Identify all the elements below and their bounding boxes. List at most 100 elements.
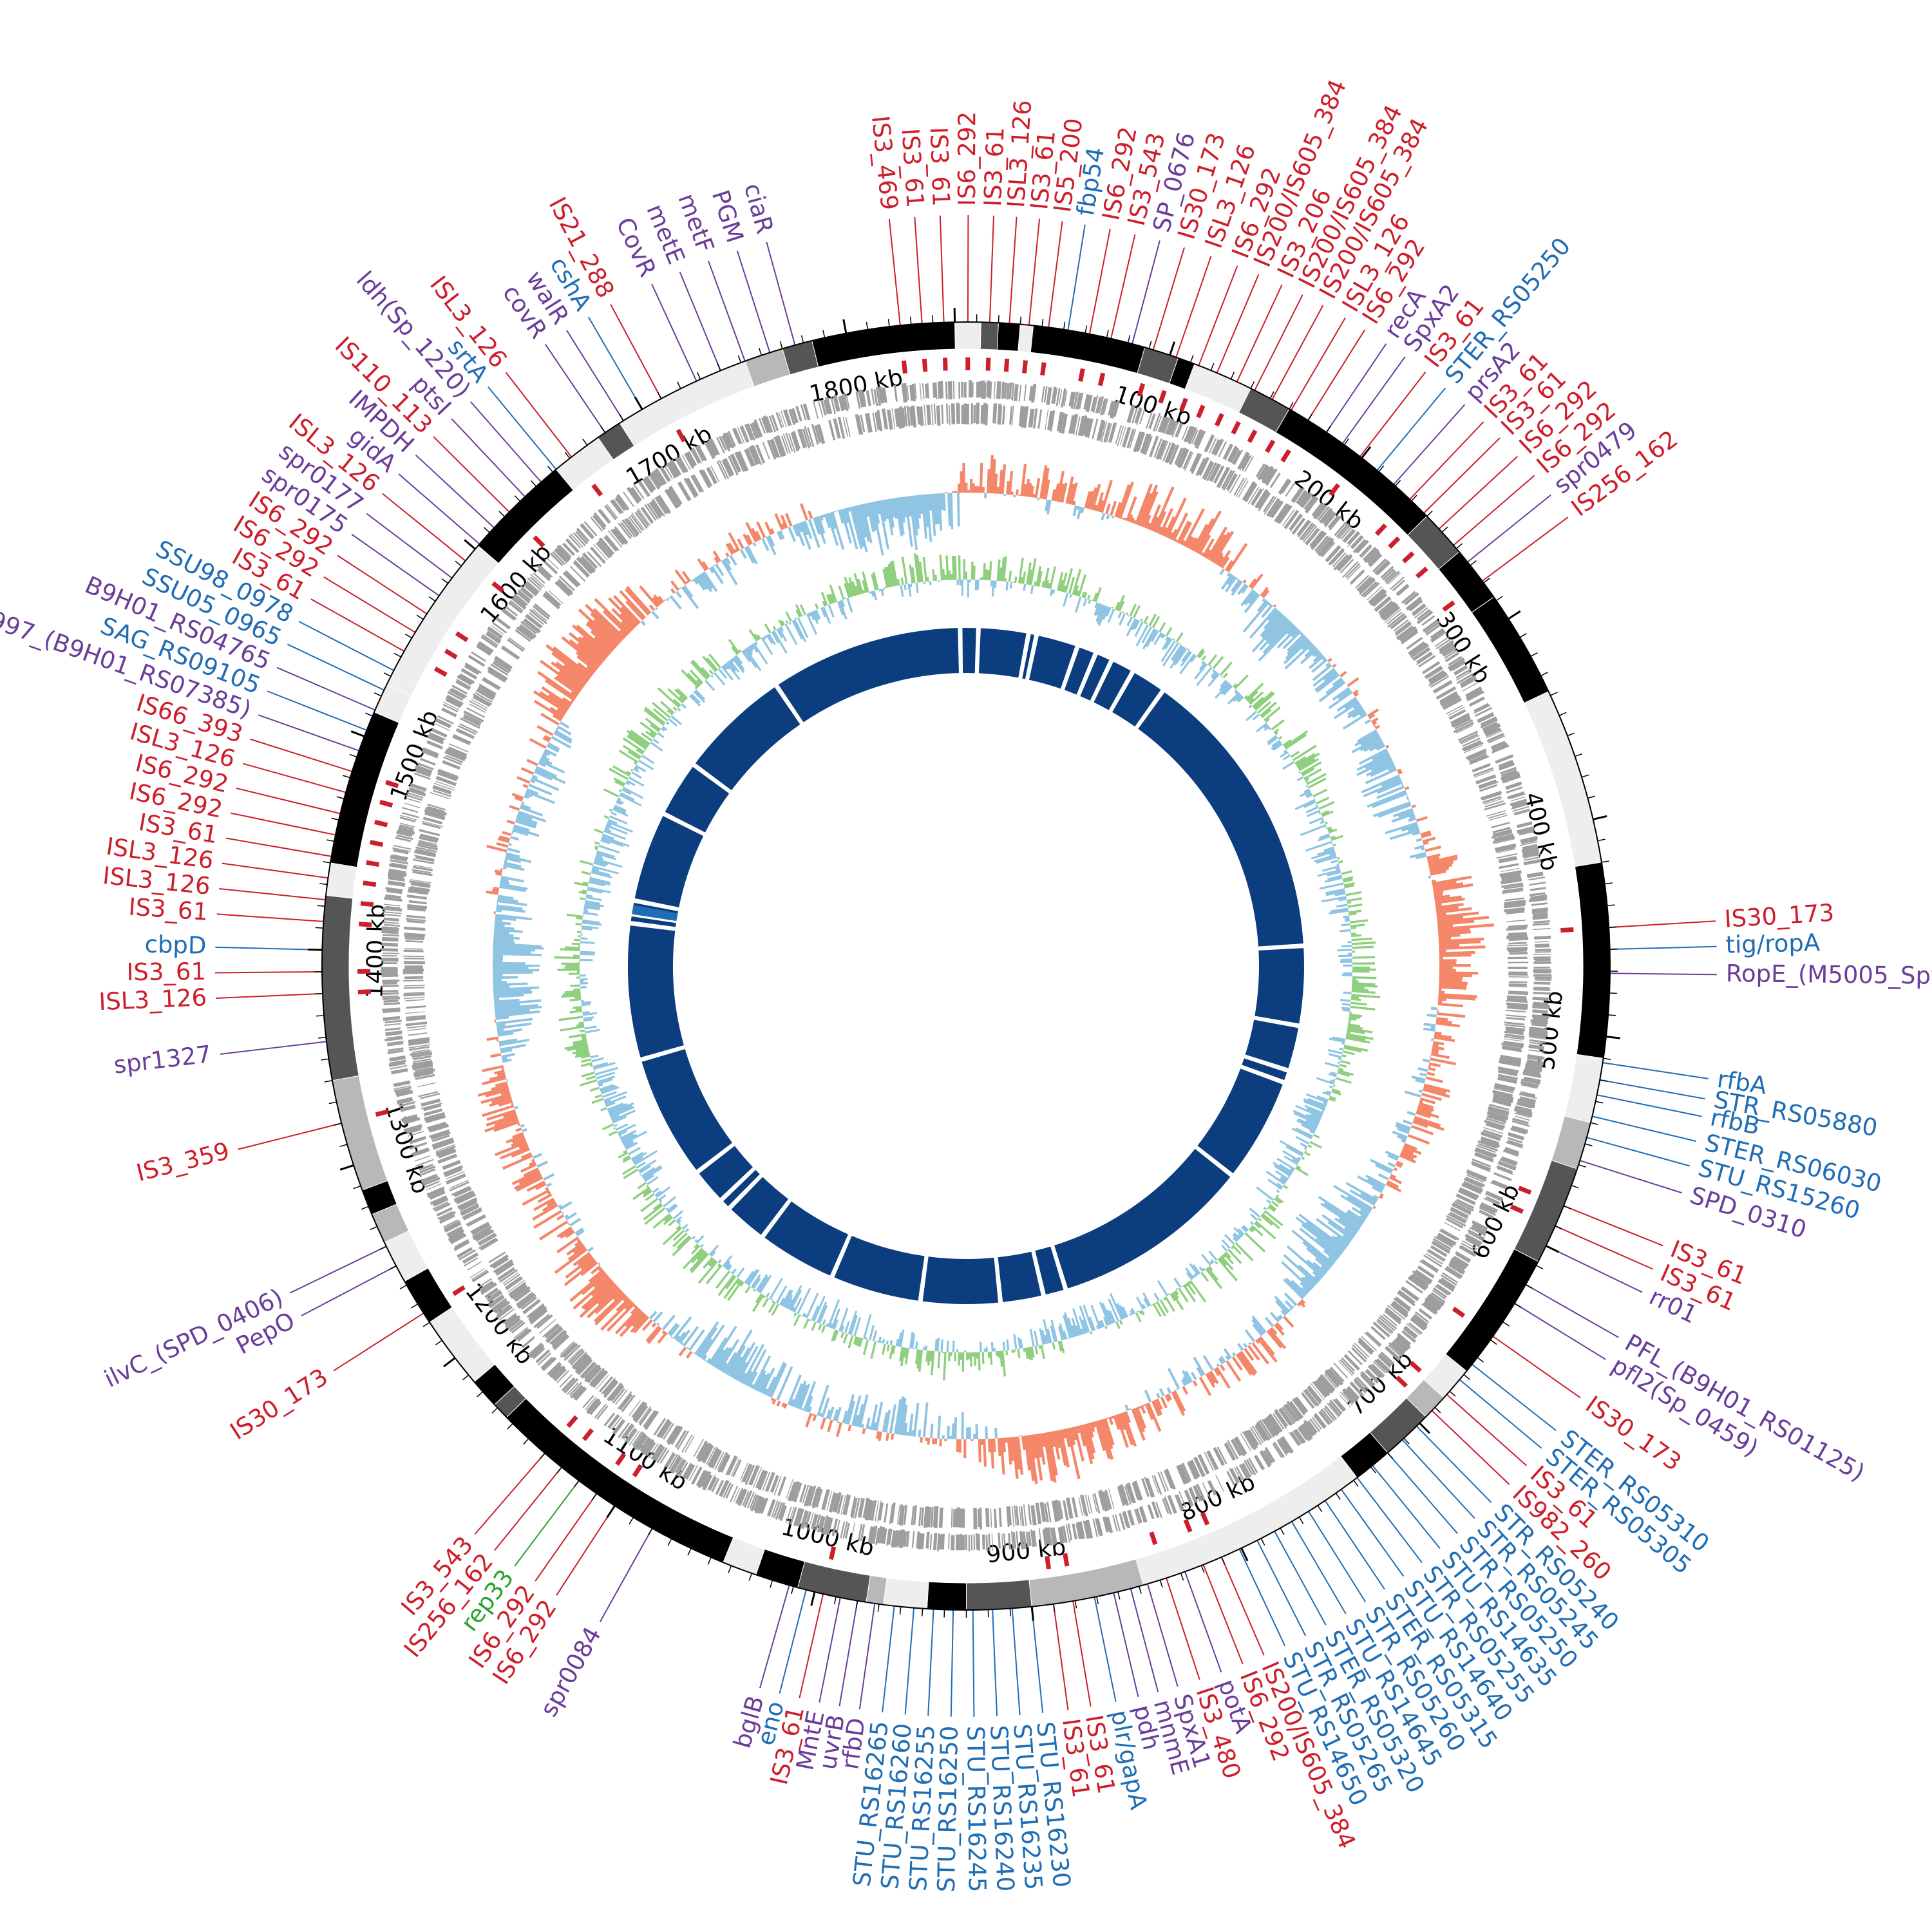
- cds-reverse: [889, 1504, 893, 1524]
- gc-content-bar: [1255, 1339, 1260, 1344]
- cds-forward: [388, 868, 406, 875]
- gc-skew-bar: [605, 1101, 616, 1108]
- cds-forward: [1083, 1520, 1091, 1539]
- gc-content-bar: [1056, 471, 1065, 502]
- gc-content-bar: [620, 606, 639, 626]
- gc-skew-bar: [580, 951, 596, 954]
- gc-skew-bar: [1313, 797, 1316, 799]
- leader-line: [1453, 475, 1535, 546]
- gc-skew-bar: [1220, 1255, 1234, 1271]
- gc-content-bar: [1434, 1036, 1455, 1043]
- leader-line: [679, 271, 721, 371]
- cds-reverse: [406, 918, 426, 922]
- cds-reverse: [550, 1329, 567, 1346]
- gc-content-bar: [1248, 1341, 1252, 1345]
- cds-forward: [785, 1506, 792, 1524]
- gc-skew-bar: [578, 1021, 584, 1025]
- cds-forward: [1532, 927, 1551, 931]
- cds-forward: [933, 1533, 938, 1551]
- cds-reverse: [699, 1443, 712, 1463]
- is-marker: [1231, 421, 1241, 435]
- gc-content-bar: [1289, 1308, 1293, 1311]
- gc-content-bar: [1411, 1075, 1426, 1082]
- gc-content-bar: [528, 783, 553, 796]
- minor-tick: [514, 495, 521, 502]
- minor-tick: [399, 1284, 407, 1290]
- cds-forward: [702, 1474, 713, 1491]
- gc-content-bar: [866, 502, 875, 533]
- cds-forward: [1202, 1482, 1211, 1499]
- cds-reverse: [1378, 600, 1394, 614]
- gc-skew-bar: [609, 808, 613, 812]
- minor-tick: [1441, 526, 1448, 533]
- cds-reverse: [1138, 433, 1146, 451]
- gc-content-bar: [670, 1336, 674, 1339]
- gc-skew-bar: [1049, 566, 1057, 589]
- cds-reverse: [1504, 900, 1526, 905]
- cds-reverse: [896, 1504, 900, 1525]
- cds-forward: [952, 381, 955, 399]
- cds-forward: [464, 664, 480, 676]
- cds-forward: [1517, 1101, 1535, 1108]
- gc-content-bar: [721, 559, 738, 585]
- cds-reverse: [570, 1350, 585, 1366]
- gc-content-bar: [1303, 1276, 1316, 1287]
- cds-forward: [1479, 1209, 1494, 1219]
- cds-forward: [779, 1505, 787, 1521]
- gc-content-bar: [1352, 703, 1361, 710]
- gc-skew-bar: [1326, 871, 1341, 877]
- cds-forward: [454, 1238, 469, 1249]
- gc-skew-bar: [1333, 1084, 1336, 1088]
- cds-reverse: [1423, 1255, 1443, 1267]
- cds-reverse: [463, 710, 484, 723]
- cds-forward: [1516, 1103, 1533, 1109]
- gc-content-bar: [979, 462, 983, 493]
- cds-forward: [1511, 803, 1528, 810]
- cds-forward: [1529, 892, 1546, 896]
- gc-skew-bar: [946, 1340, 949, 1352]
- cds-reverse: [1508, 967, 1528, 970]
- cds-reverse: [1504, 1038, 1524, 1042]
- cds-reverse: [498, 1269, 518, 1283]
- gc-content-bar: [678, 587, 681, 590]
- cds-forward: [623, 491, 635, 507]
- gc-skew-bar: [580, 974, 586, 977]
- minor-tick: [339, 1144, 348, 1148]
- cds-reverse: [707, 1447, 719, 1466]
- gc-skew-bar: [1352, 970, 1370, 973]
- gc-content-bar: [513, 1174, 542, 1190]
- cds-reverse: [889, 410, 893, 428]
- gc-content-bar: [1316, 673, 1340, 693]
- gc-skew-bar: [1164, 638, 1173, 650]
- gc-content-bar: [1220, 556, 1230, 569]
- gc-content-bar: [1210, 531, 1231, 562]
- gc-skew-bar: [596, 852, 617, 860]
- gc-skew-bar: [1298, 758, 1320, 772]
- cds-reverse: [1318, 1376, 1334, 1394]
- cds-reverse: [1397, 1289, 1416, 1304]
- cds-reverse: [1245, 1430, 1258, 1449]
- cds-reverse: [415, 1074, 435, 1081]
- cds-forward: [1475, 706, 1493, 717]
- gc-skew-bar: [1142, 628, 1156, 650]
- cds-forward: [1359, 1371, 1376, 1387]
- gc-skew-bar: [1296, 1119, 1317, 1131]
- cds-forward: [1523, 853, 1541, 859]
- is-marker: [385, 780, 399, 788]
- cds-reverse: [842, 1493, 849, 1515]
- gc-content-bar: [581, 1273, 607, 1296]
- gc-content-bar: [1040, 1433, 1046, 1447]
- cds-reverse: [1392, 1300, 1409, 1315]
- cds-reverse: [1504, 897, 1524, 902]
- gc-skew-bar: [611, 1110, 636, 1122]
- cds-forward: [1063, 391, 1068, 406]
- gc-content-bar: [1379, 1195, 1383, 1199]
- cds-forward: [845, 393, 850, 410]
- cds-forward: [606, 504, 618, 519]
- cds-forward: [415, 769, 431, 777]
- cds-reverse: [1108, 1488, 1115, 1509]
- gc-content-bar: [1054, 1430, 1061, 1448]
- cds-forward: [1007, 1533, 1012, 1550]
- gc-content-bar: [963, 1439, 967, 1459]
- cds-forward: [464, 662, 482, 674]
